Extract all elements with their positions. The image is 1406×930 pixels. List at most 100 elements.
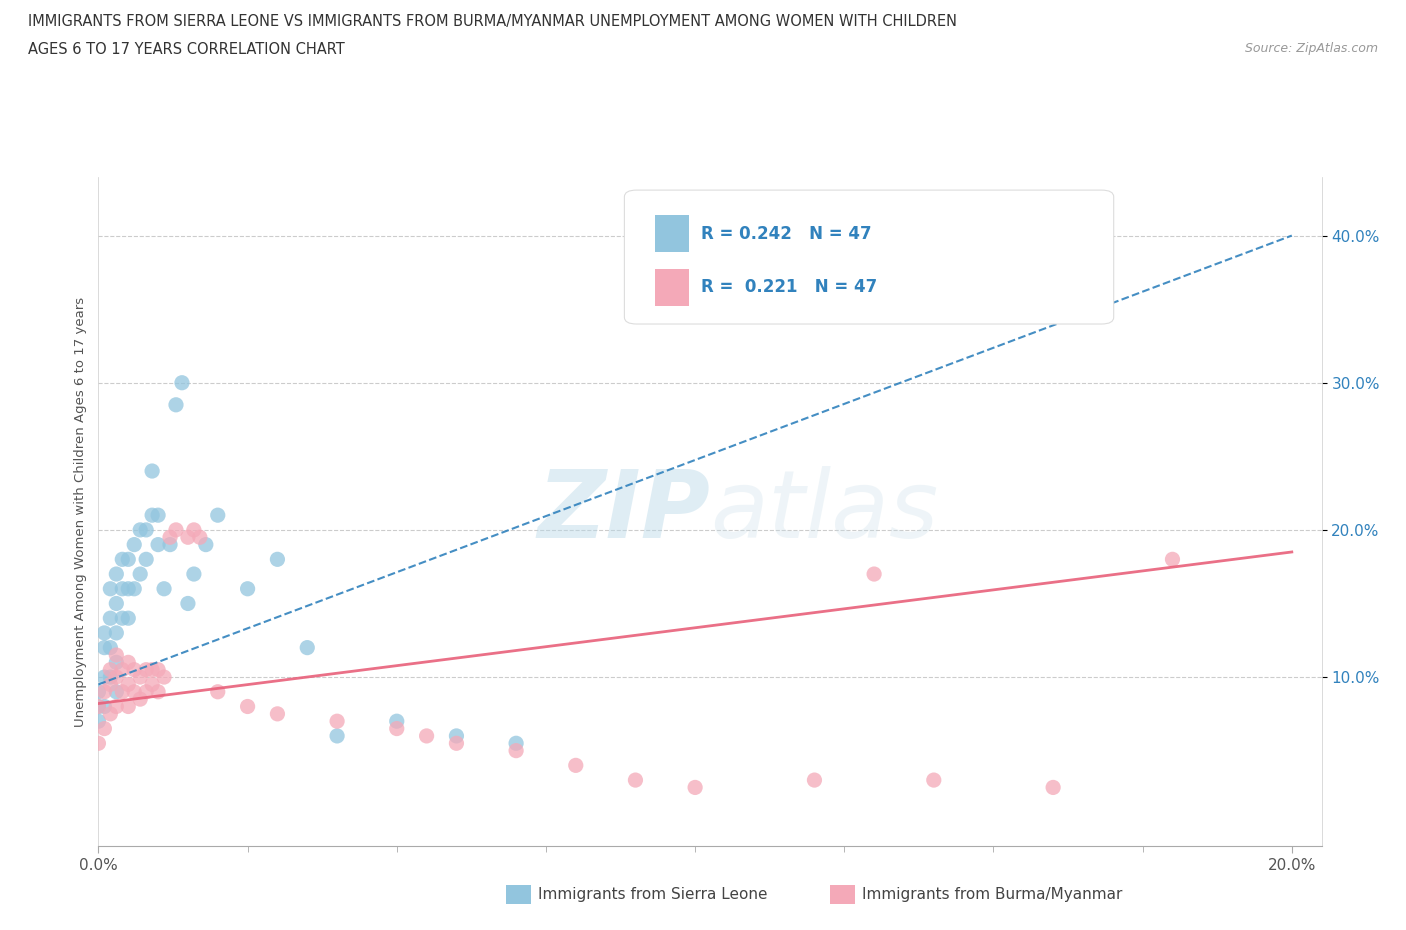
Point [141,508,163,523]
Point [98,611,121,626]
Point [105,566,128,581]
Text: Immigrants from Burma/Myanmar: Immigrants from Burma/Myanmar [862,887,1122,902]
Point [385,721,408,736]
Point [922,773,945,788]
Point [111,611,134,626]
Point [266,551,288,566]
Point [505,736,527,751]
Point [93,684,115,699]
Point [1161,551,1184,566]
Point [87,713,110,728]
Text: ZIP: ZIP [537,466,710,557]
Point [105,596,128,611]
Point [141,677,163,692]
Text: AGES 6 TO 17 YEARS CORRELATION CHART: AGES 6 TO 17 YEARS CORRELATION CHART [28,42,344,57]
Point [177,596,200,611]
Point [87,736,110,751]
Point [146,508,169,523]
Point [183,523,205,538]
Point [98,670,121,684]
Point [153,670,176,684]
Point [87,684,110,699]
Point [98,707,121,722]
Point [165,397,187,412]
Point [207,508,229,523]
Point [111,684,134,699]
Point [117,699,139,714]
Point [1042,780,1064,795]
Text: atlas: atlas [710,466,938,557]
Point [105,647,128,662]
Point [326,713,349,728]
Bar [655,269,689,306]
FancyBboxPatch shape [624,190,1114,324]
Point [98,677,121,692]
Point [105,699,128,714]
Point [183,566,205,581]
Point [129,670,152,684]
Point [129,692,152,707]
Point [236,699,259,714]
Text: Source: ZipAtlas.com: Source: ZipAtlas.com [1244,42,1378,55]
Point [165,523,187,538]
Point [105,684,128,699]
Point [98,581,121,596]
Text: IMMIGRANTS FROM SIERRA LEONE VS IMMIGRANTS FROM BURMA/MYANMAR UNEMPLOYMENT AMONG: IMMIGRANTS FROM SIERRA LEONE VS IMMIGRAN… [28,14,957,29]
Point [505,743,527,758]
Point [122,684,145,699]
Point [117,581,139,596]
Point [129,523,152,538]
Point [266,707,288,722]
Point [111,662,134,677]
Point [863,566,886,581]
Point [385,713,408,728]
Text: R =  0.221   N = 47: R = 0.221 N = 47 [702,278,877,296]
Point [122,662,145,677]
Point [177,530,200,545]
Point [117,611,139,626]
Text: R = 0.242   N = 47: R = 0.242 N = 47 [702,225,872,243]
Point [93,626,115,641]
Point [146,662,169,677]
Point [129,566,152,581]
Point [98,640,121,655]
Point [135,523,157,538]
Point [159,538,181,552]
Point [153,581,176,596]
Point [122,581,145,596]
Point [93,721,115,736]
Point [236,581,259,596]
Point [135,684,157,699]
Point [188,530,211,545]
Point [207,684,229,699]
Point [683,780,706,795]
Point [111,581,134,596]
Text: Immigrants from Sierra Leone: Immigrants from Sierra Leone [538,887,768,902]
Point [141,463,163,478]
Point [117,551,139,566]
Point [146,538,169,552]
Point [146,684,169,699]
Point [87,699,110,714]
Point [194,538,217,552]
Point [111,551,134,566]
Point [803,773,825,788]
Point [170,376,193,391]
Point [135,662,157,677]
Point [446,736,468,751]
Point [87,699,110,714]
Point [105,670,128,684]
Point [624,773,647,788]
Point [93,699,115,714]
Point [122,538,145,552]
Point [565,758,588,773]
Point [415,728,437,743]
Point [159,530,181,545]
Point [105,626,128,641]
Point [326,728,349,743]
Y-axis label: Unemployment Among Women with Children Ages 6 to 17 years: Unemployment Among Women with Children A… [75,297,87,726]
Point [135,551,157,566]
Point [117,677,139,692]
Point [446,728,468,743]
Point [105,655,128,670]
